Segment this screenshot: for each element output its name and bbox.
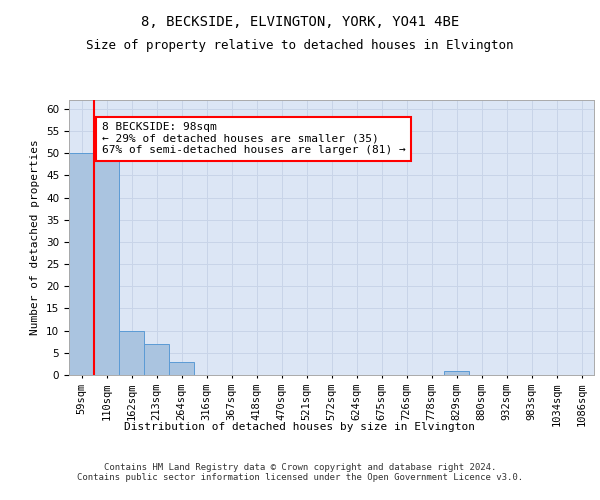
Text: Contains HM Land Registry data © Crown copyright and database right 2024.
Contai: Contains HM Land Registry data © Crown c… (77, 463, 523, 482)
Bar (444, 370, 469, 375)
Bar (119, 330, 144, 375)
Text: 8 BECKSIDE: 98sqm
← 29% of detached houses are smaller (35)
67% of semi-detached: 8 BECKSIDE: 98sqm ← 29% of detached hous… (101, 122, 405, 156)
Text: 8, BECKSIDE, ELVINGTON, YORK, YO41 4BE: 8, BECKSIDE, ELVINGTON, YORK, YO41 4BE (141, 16, 459, 30)
Text: Size of property relative to detached houses in Elvington: Size of property relative to detached ho… (86, 40, 514, 52)
Bar (144, 344, 169, 375)
Y-axis label: Number of detached properties: Number of detached properties (31, 140, 40, 336)
Bar (169, 362, 194, 375)
Bar (69, 153, 94, 375)
Text: Distribution of detached houses by size in Elvington: Distribution of detached houses by size … (125, 422, 476, 432)
Bar (94, 158, 119, 375)
